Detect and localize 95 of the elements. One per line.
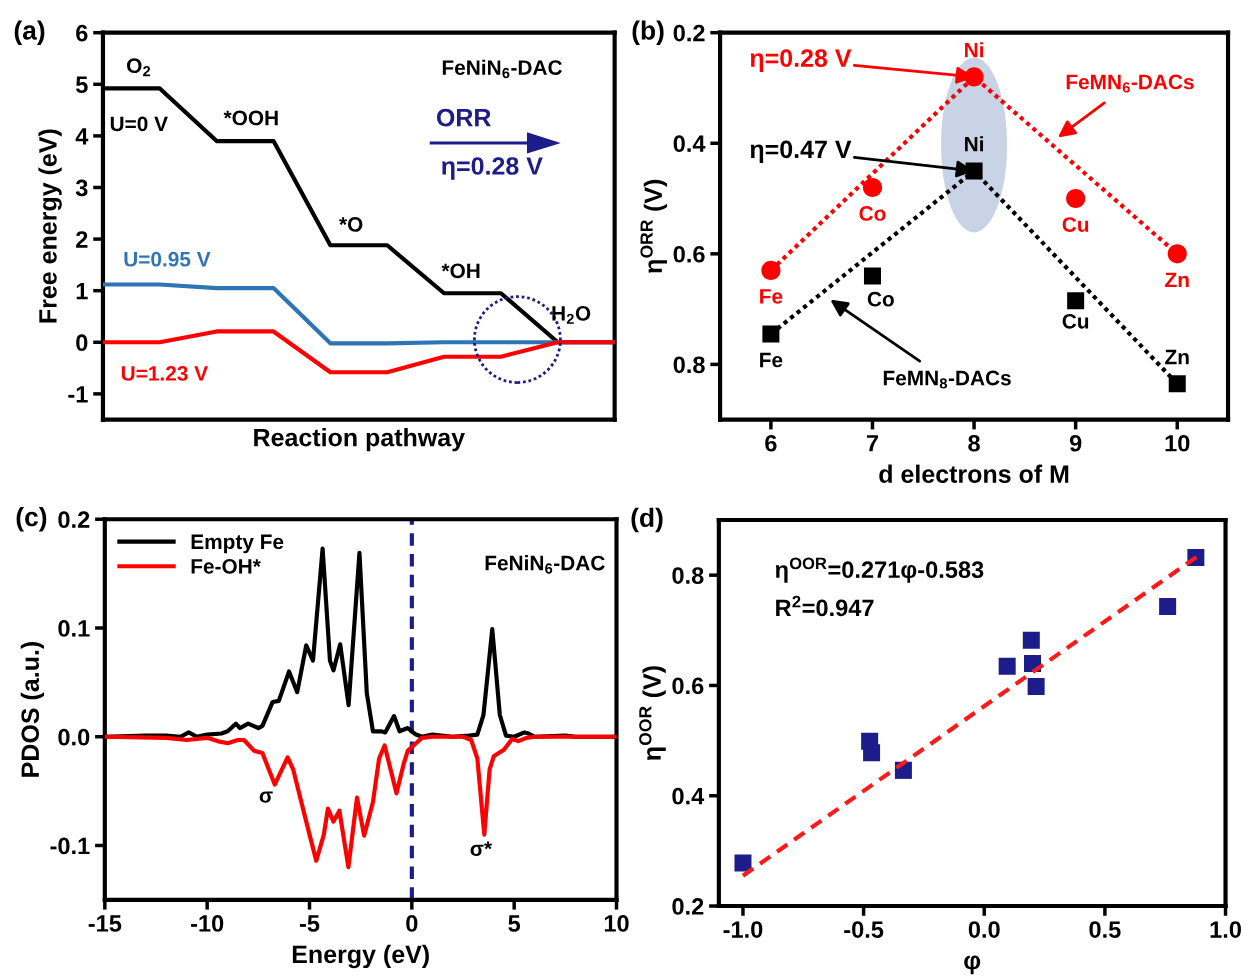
y-tick-label: 0.2 (58, 511, 90, 529)
annotation: Ni (965, 42, 984, 58)
x-tick-label: 6 (765, 434, 777, 452)
y-tick-label: 6 (76, 24, 88, 42)
y-tick-label: 0.4 (673, 135, 706, 153)
y-tick-label: 0.4 (672, 787, 705, 805)
annotation: Zn (1165, 349, 1189, 365)
y-tick-label: 0.6 (673, 245, 705, 263)
x-tick-label: -15 (88, 915, 122, 932)
legend-label: Empty Fe (191, 534, 284, 554)
series-label: U=0 V (110, 116, 168, 132)
point (734, 854, 752, 872)
y-tick-label: 0.8 (673, 356, 705, 374)
annotation: *OOH (223, 110, 278, 126)
x-axis-title: d electrons of M (879, 464, 1069, 483)
chart-title: (d) (631, 507, 663, 533)
annotation: Zn (1165, 272, 1189, 287)
x-tick-label: -5 (299, 915, 320, 932)
annotation: Cu (1062, 217, 1089, 232)
y-tick-label: 0.1 (58, 620, 90, 637)
y-tick-label: 3 (75, 179, 88, 197)
point (1168, 375, 1186, 393)
x-tick-label: 0 (406, 915, 418, 932)
text: FeMN$_{8}$-DACs (883, 370, 1011, 389)
y-tick-label: 0.2 (672, 898, 704, 915)
y-tick-label: 5 (75, 76, 88, 94)
annotation: R$^{2}$=0.947 (776, 595, 874, 617)
x-tick-label: 0.0 (968, 921, 1000, 938)
x-tick-label: 1.0 (1210, 921, 1241, 938)
y-tick-label: 0.0 (58, 728, 90, 746)
annotation: Co (859, 206, 886, 221)
y-tick-label: 0.2 (673, 24, 705, 42)
annotation: ORR (436, 108, 491, 127)
y-tick-label: 1 (76, 283, 88, 300)
annotation: η=0.47 V (750, 140, 852, 164)
x-tick-label: 0.5 (1089, 921, 1121, 938)
y-axis-title: η$^{ORR}$ (V) (640, 179, 668, 273)
point (761, 260, 781, 280)
legend-label: Fe-OH* (191, 558, 261, 574)
chart-title: (c) (16, 506, 47, 532)
y-tick-label: 0.8 (672, 567, 704, 584)
x-tick-label: 8 (968, 434, 980, 452)
point (863, 267, 881, 285)
series-label: U=0.95 V (124, 251, 211, 267)
y-tick-label: 0.6 (672, 677, 704, 695)
annotation: Cu (1062, 313, 1089, 329)
y-axis-title: Free energy (eV) (38, 129, 62, 323)
point (762, 325, 780, 343)
point (1027, 678, 1045, 696)
y-tick-label: 0 (76, 334, 88, 352)
point (862, 177, 883, 198)
y-tick-label: 2 (76, 231, 88, 248)
annotation: σ (259, 791, 273, 803)
chart-title: (a) (14, 20, 45, 45)
x-tick-label: -10 (191, 915, 224, 932)
annotation: σ* (470, 841, 493, 856)
annotation: η$^{OOR}$=0.271φ-0.583 (775, 557, 984, 583)
x-tick-label: 5 (508, 915, 521, 932)
x-tick-label: -0.5 (844, 921, 884, 938)
annotation: H$_{2}$O (552, 306, 591, 324)
y-axis-title: η$^{OOR}$ (V) (639, 666, 666, 760)
annotation: η=0.28 V (442, 157, 543, 180)
point (998, 657, 1016, 675)
text: FeMN$_{6}$-DACs (1066, 74, 1194, 93)
x-tick-label: 10 (1165, 434, 1190, 452)
annotation: Fe (760, 289, 783, 304)
x-axis-title: Reaction pathway (254, 428, 465, 452)
line-series (104, 734, 617, 870)
annotation: η=0.28 V (750, 49, 852, 72)
y-tick-label: -0.1 (50, 837, 90, 855)
chart-title: (b) (632, 20, 664, 45)
point (1022, 631, 1040, 649)
annotation: Ni (965, 136, 984, 152)
x-tick-label: 9 (1069, 434, 1082, 452)
annotation: FeNiN$_{6}$-DAC (442, 59, 562, 79)
annotation: O$_{2}$ (127, 58, 151, 77)
point (1167, 244, 1187, 264)
annotation: *O (339, 217, 363, 232)
annotation: Co (867, 291, 894, 307)
y-tick-label: -1 (68, 386, 88, 403)
annotation: *OH (441, 263, 480, 279)
annotation: FeNiN$_{6}$-DAC (485, 555, 605, 574)
x-tick-label: 10 (604, 915, 629, 932)
point (1066, 188, 1086, 209)
x-tick-label: -1.0 (723, 921, 763, 938)
x-tick-label: 7 (866, 435, 879, 452)
series-label: U=1.23 V (121, 366, 208, 381)
point (1067, 292, 1085, 310)
x-axis-title: φ (964, 955, 981, 975)
annotation: Fe (760, 352, 783, 368)
y-tick-label: 4 (75, 128, 89, 145)
point (1159, 598, 1177, 616)
y-axis-title: PDOS (a.u.) (20, 642, 45, 777)
point (863, 744, 881, 762)
x-axis-title: Energy (eV) (292, 944, 429, 969)
